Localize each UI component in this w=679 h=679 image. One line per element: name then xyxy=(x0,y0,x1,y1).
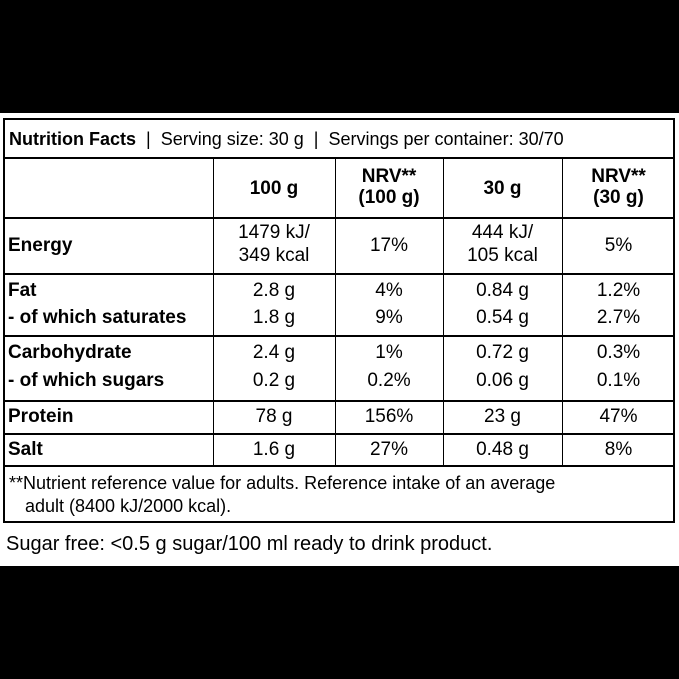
column-divider xyxy=(213,157,214,465)
carbohydrate-30g: 0.72 g xyxy=(476,342,529,363)
row-divider xyxy=(5,433,673,435)
row-label-energy: Energy xyxy=(8,235,73,256)
saturates-30g: 0.54 g xyxy=(476,307,529,328)
saturates-nrv-30g: 2.7% xyxy=(596,307,641,328)
row-divider xyxy=(5,217,673,219)
energy-30g: 444 kJ/ 105 kcal xyxy=(443,221,562,267)
col-header-nrv-basis: (30 g) xyxy=(593,187,644,208)
col-header-nrv-basis: (100 g) xyxy=(358,187,420,208)
sugars-30g: 0.06 g xyxy=(476,370,529,391)
energy-100g-kj: 1479 kJ/ xyxy=(238,222,310,243)
footnote-line-2: adult (8400 kJ/2000 kcal). xyxy=(25,496,232,516)
column-divider xyxy=(335,157,336,465)
separator: | xyxy=(146,129,151,149)
carbohydrate-nrv-100g: 1% xyxy=(375,342,403,363)
fat-30g: 0.84 g xyxy=(476,280,529,301)
energy-nrv-100g: 17% xyxy=(369,235,409,256)
salt-nrv-100g: 27% xyxy=(369,439,409,460)
saturates-nrv-100g: 9% xyxy=(375,307,403,328)
column-divider xyxy=(443,157,444,465)
col-header-nrv-label: NRV** xyxy=(591,166,646,187)
saturates-100g: 1.8 g xyxy=(252,307,296,328)
carbohydrate-nrv-30g: 0.3% xyxy=(596,342,641,363)
sugars-nrv-30g: 0.1% xyxy=(596,370,641,391)
energy-nrv-30g: 5% xyxy=(604,235,633,256)
salt-nrv-30g: 8% xyxy=(604,439,633,460)
protein-nrv-30g: 47% xyxy=(599,406,638,427)
row-divider xyxy=(5,335,673,337)
salt-30g: 0.48 g xyxy=(476,439,529,460)
col-header-nrv-100g: NRV** (100 g) xyxy=(335,166,443,208)
row-divider xyxy=(5,157,673,159)
nrv-footnote: **Nutrient reference value for adults. R… xyxy=(9,472,649,518)
separator: | xyxy=(313,129,319,149)
sugars-100g: 0.2 g xyxy=(252,370,296,391)
sugar-free-note: Sugar free: <0.5 g sugar/100 ml ready to… xyxy=(6,533,493,555)
column-divider xyxy=(562,157,563,465)
row-divider xyxy=(5,465,673,467)
table-header: Nutrition Facts | Serving size: 30 g | Servi… xyxy=(9,126,564,152)
row-divider xyxy=(5,400,673,402)
row-label-sugars: - of which sugars xyxy=(8,370,165,391)
carbohydrate-100g: 2.4 g xyxy=(252,342,296,363)
col-header-nrv-30g: NRV** (30 g) xyxy=(562,166,675,208)
energy-100g: 1479 kJ/ 349 kcal xyxy=(213,221,335,267)
footnote-line-1: **Nutrient reference value for adults. R… xyxy=(9,473,556,493)
fat-nrv-30g: 1.2% xyxy=(596,280,641,301)
protein-30g: 23 g xyxy=(484,406,521,427)
energy-30g-kcal: 105 kcal xyxy=(467,245,538,266)
energy-100g-kcal: 349 kcal xyxy=(238,245,310,266)
col-header-30g: 30 g xyxy=(483,178,522,199)
fat-100g: 2.8 g xyxy=(252,280,296,301)
col-header-nrv-label: NRV** xyxy=(361,166,417,187)
energy-30g-kj: 444 kJ/ xyxy=(471,222,534,243)
servings-per-container: Servings per container: 30/70 xyxy=(328,129,564,149)
salt-100g: 1.6 g xyxy=(252,439,296,460)
row-label-salt: Salt xyxy=(8,439,43,460)
protein-nrv-100g: 156% xyxy=(364,406,414,427)
nutrition-panel: Nutrition Facts | Serving size: 30 g | Servi… xyxy=(0,113,679,566)
nutrition-facts-title: Nutrition Facts xyxy=(9,129,137,149)
row-label-protein: Protein xyxy=(8,406,74,427)
row-label-saturates: - of which saturates xyxy=(8,307,187,328)
row-label-carbohydrate: Carbohydrate xyxy=(8,342,132,363)
sugars-nrv-100g: 0.2% xyxy=(367,370,411,391)
serving-size: Serving size: 30 g xyxy=(160,129,304,149)
row-label-fat: Fat xyxy=(8,280,37,301)
col-header-100g: 100 g xyxy=(249,178,299,199)
row-divider xyxy=(5,273,673,275)
protein-100g: 78 g xyxy=(255,406,293,427)
fat-nrv-100g: 4% xyxy=(375,280,403,301)
nutrition-table: Nutrition Facts | Serving size: 30 g | Servi… xyxy=(3,118,675,523)
